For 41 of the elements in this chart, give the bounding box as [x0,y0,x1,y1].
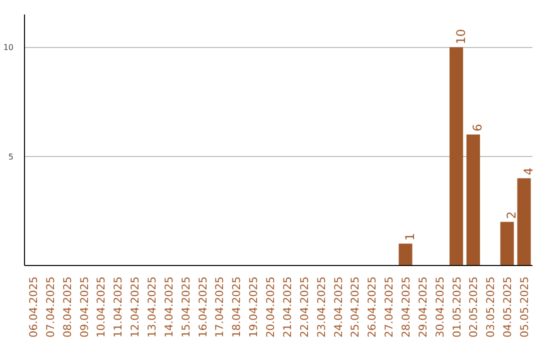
x-tick-label: 27.04.2025 [382,276,396,338]
x-tick-label: 18.04.2025 [230,276,244,338]
data-label: 2 [504,211,519,219]
bar [500,222,514,266]
x-tick-label: 29.04.2025 [416,276,430,338]
x-tick-label: 21.04.2025 [280,276,294,338]
x-tick-label: 24.04.2025 [332,276,345,338]
x-tick-label: 19.04.2025 [247,276,260,338]
data-label: 6 [470,124,485,132]
bar [398,244,412,266]
x-tick-label: 03.05.2025 [484,276,498,338]
x-tick-label: 04.05.2025 [501,276,514,338]
x-tick-label: 08.04.2025 [60,276,74,338]
x-tick-label: 10.04.2025 [94,276,108,338]
x-tick-label: 13.04.2025 [146,276,158,338]
x-tick-label: 22.04.2025 [298,276,311,338]
data-label: 4 [522,168,536,176]
y-tick-label: 5 [8,152,14,162]
x-tick-label: 20.04.2025 [264,276,278,338]
x-tick-label: 26.04.2025 [366,276,379,338]
bar [466,134,480,266]
x-tick-label: 23.04.2025 [314,276,328,338]
bar [517,178,531,266]
x-tick-label: 14.04.2025 [162,276,176,338]
bar [450,47,464,266]
data-label: 1 [403,233,417,241]
x-tick-label: 01.05.2025 [450,276,464,338]
x-tick-label: 05.05.2025 [518,276,532,338]
x-tick-label: 12.04.2025 [128,276,142,338]
x-tick-label: 15.04.2025 [179,276,192,338]
x-tick-label: 11.04.2025 [112,276,125,338]
x-tick-label: 28.04.2025 [400,276,412,338]
data-label: 10 [454,28,468,44]
x-tick-label: 07.04.2025 [44,276,57,338]
x-tick-label: 25.04.2025 [348,276,362,338]
x-tick-label: 30.04.2025 [433,276,446,338]
x-tick-label: 16.04.2025 [196,276,210,338]
x-tick-label: 06.04.2025 [26,276,40,338]
x-tick-label: 17.04.2025 [213,276,226,338]
x-tick-label: 09.04.2025 [78,276,91,338]
x-tick-label: 02.05.2025 [467,276,480,338]
